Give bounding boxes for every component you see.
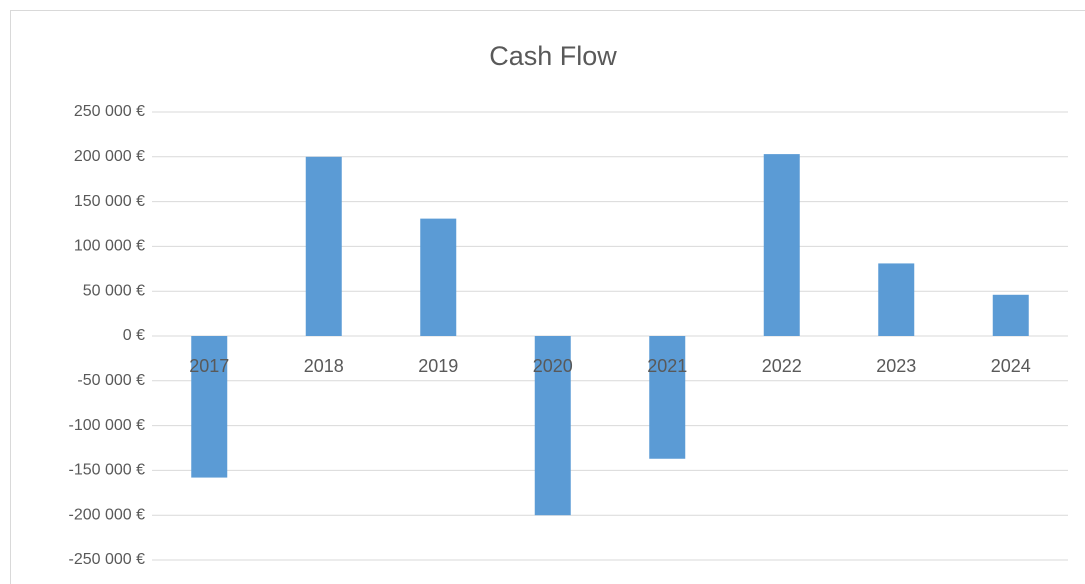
x-tick-label: 2017 [189,356,229,376]
bar [534,336,571,516]
bar [878,263,915,336]
bar [763,154,800,336]
y-tick-label: -150 000 € [68,462,145,479]
y-tick-label: 150 000 € [74,193,145,210]
bar [191,336,228,478]
bar [992,294,1029,336]
y-tick-label: 200 000 € [74,148,145,165]
bar [305,156,342,336]
x-tick-label: 2022 [762,356,802,376]
x-tick-label: 2024 [991,356,1031,376]
y-tick-label: -50 000 € [77,372,145,389]
x-tick-label: 2023 [876,356,916,376]
y-tick-label: 0 € [123,327,145,344]
x-tick-label: 2021 [647,356,687,376]
x-tick-label: 2018 [304,356,344,376]
y-tick-label: -200 000 € [68,506,145,523]
y-tick-label: 50 000 € [83,282,145,299]
x-tick-label: 2019 [418,356,458,376]
y-tick-label: -100 000 € [68,417,145,434]
y-tick-label: 100 000 € [74,238,145,255]
y-tick-label: -250 000 € [68,551,145,568]
bar [420,218,457,336]
y-tick-label: 250 000 € [74,103,145,120]
bar [649,336,686,459]
chart-title: Cash Flow [489,41,617,71]
x-tick-label: 2020 [533,356,573,376]
